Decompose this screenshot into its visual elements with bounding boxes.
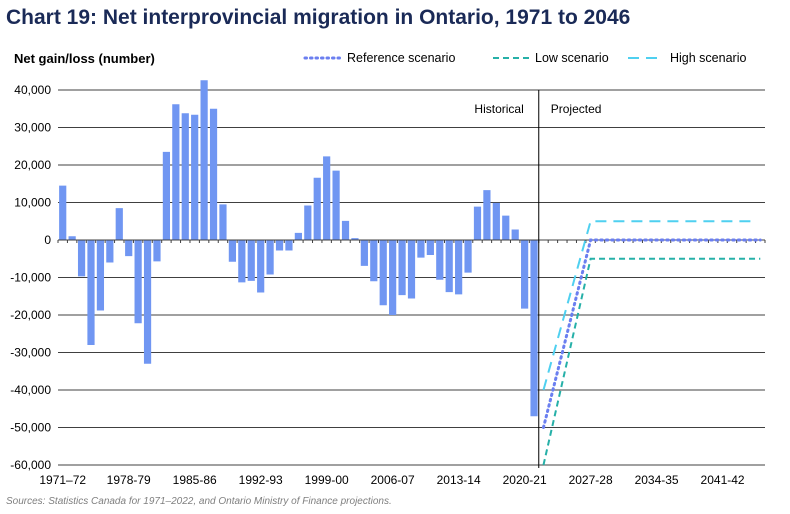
bar-2000 xyxy=(332,170,340,240)
y-tick-label: 0 xyxy=(44,233,51,247)
bar-2017 xyxy=(492,202,500,240)
bar-1972 xyxy=(68,236,76,240)
y-axis-label: Net gain/loss (number) xyxy=(14,51,155,66)
x-tick-label: 2027-28 xyxy=(569,473,613,487)
bar-2021 xyxy=(530,240,538,417)
y-tick-label: 10,000 xyxy=(14,196,51,210)
x-tick-label: 1978-79 xyxy=(107,473,151,487)
bar-2004 xyxy=(370,240,378,282)
series-line-high-scenario xyxy=(542,220,751,391)
y-tick-label: -20,000 xyxy=(10,308,51,322)
bar-1989 xyxy=(228,240,236,262)
y-tick-label: -60,000 xyxy=(10,458,51,472)
bar-2020 xyxy=(521,240,529,309)
x-tick-label: 2013-14 xyxy=(437,473,481,487)
bar-2003 xyxy=(360,240,368,266)
bar-1999 xyxy=(323,156,331,240)
bar-2015 xyxy=(473,206,482,240)
bar-1993 xyxy=(266,240,274,275)
bar-1985 xyxy=(191,114,199,240)
bar-1981 xyxy=(153,240,161,262)
x-tick-label: 2041-42 xyxy=(701,473,745,487)
bar-2016 xyxy=(483,190,491,240)
bar-2014 xyxy=(464,240,472,273)
series-line-reference-scenario xyxy=(541,238,762,429)
bar-1977 xyxy=(115,208,123,240)
bar-1978 xyxy=(125,240,133,257)
bar-2018 xyxy=(502,215,510,240)
bar-1998 xyxy=(313,177,321,240)
bar-2019 xyxy=(511,229,519,240)
annotation-projected: Projected xyxy=(551,102,602,116)
legend-label: Low scenario xyxy=(535,51,609,65)
bar-1992 xyxy=(257,240,265,293)
bar-2001 xyxy=(341,220,350,240)
bar-1988 xyxy=(219,204,227,240)
y-tick-label: 20,000 xyxy=(14,158,51,172)
chart-title: Chart 19: Net interprovincial migration … xyxy=(6,6,631,29)
y-tick-label: -40,000 xyxy=(10,383,51,397)
y-tick-label: 30,000 xyxy=(14,121,51,135)
bar-2005 xyxy=(379,240,387,306)
bar-1980 xyxy=(143,240,152,364)
series-line-low-scenario xyxy=(542,257,761,466)
bar-2007 xyxy=(398,240,406,296)
bar-2006 xyxy=(389,240,397,315)
bar-1983 xyxy=(172,104,180,240)
x-tick-label: 2020-21 xyxy=(503,473,547,487)
bar-2011 xyxy=(436,240,444,280)
bar-1986 xyxy=(200,80,208,240)
bar-1971 xyxy=(59,185,67,240)
bar-1990 xyxy=(238,240,246,283)
bar-1973 xyxy=(77,240,86,277)
legend-label: High scenario xyxy=(670,51,746,65)
bar-1974 xyxy=(87,240,95,345)
bar-1982 xyxy=(162,151,171,240)
y-tick-label: 40,000 xyxy=(14,83,51,97)
bar-1979 xyxy=(134,240,142,324)
bar-1995 xyxy=(285,240,293,251)
bar-1984 xyxy=(181,113,189,240)
bar-2008 xyxy=(407,240,416,299)
bar-1976 xyxy=(106,240,114,263)
x-tick-label: 1992-93 xyxy=(239,473,283,487)
bar-1994 xyxy=(275,240,284,251)
bar-2013 xyxy=(455,240,463,295)
bar-2012 xyxy=(445,240,453,293)
y-tick-label: -10,000 xyxy=(10,271,51,285)
x-tick-label: 1985-86 xyxy=(173,473,217,487)
bar-1996 xyxy=(294,232,302,240)
annotation-historical: Historical xyxy=(474,102,523,116)
bar-1987 xyxy=(209,108,218,240)
bar-2010 xyxy=(426,240,434,255)
bar-1991 xyxy=(247,240,255,281)
legend-label: Reference scenario xyxy=(347,51,455,65)
x-tick-label: 2006-07 xyxy=(371,473,415,487)
x-tick-label: 1999-00 xyxy=(305,473,349,487)
bar-1997 xyxy=(304,205,312,240)
bar-1975 xyxy=(96,240,105,311)
y-tick-label: -50,000 xyxy=(10,421,51,435)
x-tick-label: 1971–72 xyxy=(39,473,86,487)
y-tick-label: -30,000 xyxy=(10,346,51,360)
bar-2002 xyxy=(351,238,359,240)
bar-2009 xyxy=(417,240,425,258)
source-note: Sources: Statistics Canada for 1971–2022… xyxy=(6,496,392,507)
x-tick-label: 2034-35 xyxy=(635,473,679,487)
